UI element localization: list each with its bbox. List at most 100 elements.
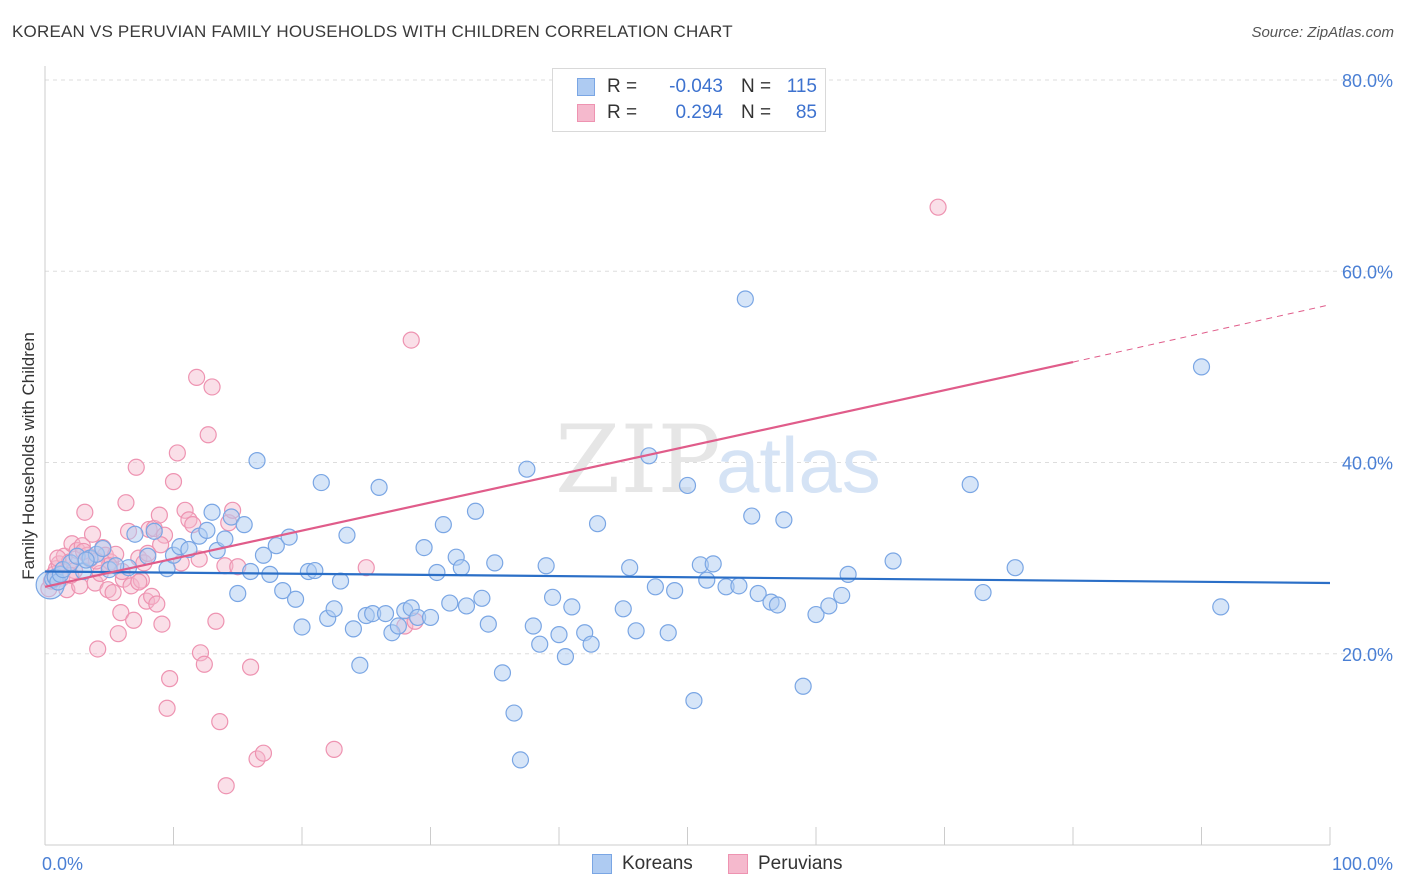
- legend-peruvians-label: Peruvians: [758, 853, 843, 874]
- korean-point: [248, 451, 266, 470]
- tick-labels: 20.0% 40.0% 60.0% 80.0% 0.0% 100.0%: [42, 71, 1393, 874]
- peruvian-point: [127, 458, 145, 476]
- korean-point: [839, 565, 857, 583]
- korean-point: [666, 582, 684, 600]
- korean-trend-line: [44, 570, 1331, 585]
- peruvian-point: [112, 604, 130, 622]
- korean-point: [452, 559, 470, 577]
- peruvian-point: [83, 525, 102, 543]
- korean-point: [531, 635, 549, 653]
- korean-point: [794, 677, 812, 695]
- korean-point: [582, 635, 600, 653]
- korean-point: [457, 597, 476, 615]
- korean-point: [370, 478, 388, 496]
- korean-point: [961, 475, 979, 494]
- x-tick-label: 100.0%: [1332, 854, 1393, 874]
- peruvians-swatch: [577, 104, 595, 122]
- chart-source: Source: ZipAtlas.com: [1251, 24, 1394, 41]
- watermark: ZIP atlas: [555, 406, 881, 515]
- korean-point: [222, 508, 240, 526]
- korean-point: [466, 502, 485, 520]
- korean-point: [627, 622, 645, 640]
- peruvian-point: [137, 592, 156, 610]
- peruvian-trend-extension: [1072, 304, 1331, 363]
- peruvian-point: [176, 501, 194, 519]
- korean-point: [743, 507, 761, 525]
- korean-points: [35, 290, 1230, 769]
- peruvian-point: [153, 615, 171, 633]
- peruvian-point: [109, 625, 127, 643]
- x-tick-label: 0.0%: [42, 854, 83, 874]
- korean-point: [563, 598, 581, 616]
- peruvian-point: [195, 655, 213, 673]
- peruvian-point: [254, 744, 273, 762]
- korean-point: [704, 555, 722, 573]
- korean-point: [421, 608, 440, 627]
- korean-point: [198, 521, 216, 539]
- korean-point: [614, 600, 632, 618]
- peruvian-trend-line: [44, 361, 1074, 588]
- peruvian-point: [248, 750, 266, 768]
- korean-point: [325, 600, 343, 618]
- peruvian-point: [164, 473, 183, 491]
- y-tick-label: 60.0%: [1342, 262, 1393, 282]
- peruvian-point: [242, 658, 260, 676]
- watermark-zip: ZIP: [555, 406, 721, 515]
- peruvian-point: [211, 713, 229, 731]
- peruvians-n-label: N =: [741, 102, 772, 123]
- korean-point: [678, 476, 697, 495]
- korean-point: [884, 552, 902, 570]
- korean-point: [493, 664, 512, 682]
- korean-point: [126, 525, 144, 543]
- watermark-atlas: atlas: [716, 421, 881, 509]
- peruvian-point: [325, 740, 343, 758]
- korean-point: [659, 624, 677, 642]
- korean-point: [306, 561, 324, 580]
- legend-koreans-swatch: [592, 854, 612, 874]
- korean-point: [77, 551, 95, 569]
- axes: [44, 66, 1331, 846]
- korean-point: [736, 290, 754, 308]
- peruvian-point: [357, 559, 375, 577]
- korean-point: [505, 704, 523, 722]
- korean-point: [807, 605, 825, 624]
- peruvians-r-value: 0.294: [675, 102, 723, 123]
- peruvian-point: [125, 611, 143, 629]
- korean-point: [685, 692, 703, 710]
- legend-peruvians: Peruvians: [728, 852, 843, 876]
- korean-point: [441, 594, 459, 612]
- y-axis-label: Family Households with Children: [19, 332, 38, 580]
- korean-point: [588, 515, 607, 533]
- korean-point: [139, 547, 157, 565]
- korean-point: [267, 537, 285, 555]
- peruvian-point: [168, 444, 186, 462]
- peruvian-point: [158, 699, 176, 717]
- peruvian-point: [161, 670, 179, 688]
- legend-koreans-label: Koreans: [622, 853, 693, 874]
- korean-point: [537, 557, 555, 575]
- korean-point: [646, 578, 664, 596]
- korean-point: [556, 648, 575, 666]
- korean-point: [1212, 598, 1230, 616]
- korean-point: [145, 522, 163, 540]
- korean-point: [344, 620, 362, 638]
- korean-point: [820, 597, 838, 615]
- y-tick-label: 80.0%: [1342, 71, 1393, 91]
- koreans-r-label: R =: [607, 76, 638, 97]
- peruvians-n-value: 85: [795, 102, 817, 123]
- peruvian-point: [203, 378, 221, 396]
- peruvian-point: [117, 494, 135, 512]
- korean-point: [351, 656, 369, 674]
- korean-point: [518, 460, 536, 478]
- koreans-n-value: 115: [786, 76, 817, 97]
- korean-point: [94, 539, 112, 558]
- korean-point: [833, 586, 851, 605]
- peruvian-point: [199, 426, 217, 444]
- peruvian-point: [148, 595, 166, 613]
- korean-point: [749, 584, 767, 603]
- legend-row-peruvians: R = 0.294 N = 85: [577, 101, 817, 125]
- y-tick-label: 20.0%: [1342, 645, 1393, 665]
- korean-point: [293, 618, 311, 636]
- korean-point: [415, 539, 433, 557]
- korean-point: [543, 588, 562, 606]
